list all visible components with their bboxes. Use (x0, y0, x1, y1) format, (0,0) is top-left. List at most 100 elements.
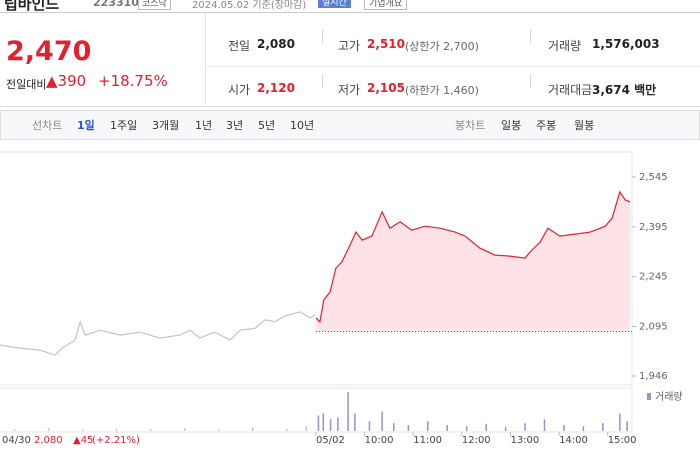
volume-bar (393, 423, 395, 431)
stat-label: 전일 (228, 39, 251, 53)
y-tick-label: 1,946 (639, 371, 668, 382)
divider (530, 74, 531, 88)
period-tab[interactable]: 5년 (258, 119, 276, 132)
period-tab[interactable]: 1주일 (110, 119, 138, 132)
volume-frame (0, 387, 633, 433)
stat-value: 3,674 백만 (592, 83, 657, 97)
summary-box (0, 12, 700, 107)
period-tab[interactable]: 3개월 (152, 119, 180, 132)
y-tick-label: 2,545 (639, 172, 668, 183)
x-tick-label: 14:00 (559, 435, 588, 446)
prev-legend: 2,080 (34, 435, 63, 446)
tab-bar (0, 110, 700, 140)
volume-bar (47, 427, 50, 431)
volume-bar (347, 392, 349, 431)
x-tick-label: 11:00 (413, 435, 442, 446)
volume-bar (582, 426, 585, 431)
volume-bar (329, 419, 332, 431)
period-tab[interactable]: 1일 (77, 119, 95, 132)
stat-value: 2,510 (367, 37, 405, 51)
period-tab[interactable]: 1년 (195, 119, 213, 132)
y-tick-label: 2,245 (639, 272, 668, 283)
stat-value: 2,120 (257, 81, 295, 95)
volume-bar (252, 427, 254, 431)
stock-name: 립바인드 (4, 0, 60, 13)
volume-bar (368, 421, 371, 431)
volume-bar (183, 428, 186, 431)
stat-label: 시가 (228, 83, 251, 97)
stat-label: 거래량 (548, 39, 582, 53)
prev-legend: ▲45 (73, 435, 93, 446)
tab-group-label: 선차트 (32, 119, 63, 132)
current-price: 2,470 (6, 36, 92, 67)
x-tick-label: 05/02 (316, 435, 345, 446)
volume-bar (381, 411, 383, 431)
change: ▲390 (46, 72, 87, 90)
stat-label: 저가 (338, 83, 361, 97)
divider (322, 74, 323, 88)
company-info-button[interactable]: 기업개요 (364, 0, 408, 10)
date: 2024.05.02 기준(장마감) (192, 0, 307, 11)
volume-bar (465, 426, 468, 431)
tab-group-label: 봉차트 (455, 119, 486, 132)
volume-legend: 거래량 (655, 391, 683, 403)
change-label: 전일대비 (6, 78, 47, 91)
volume-bar (115, 428, 118, 431)
volume-bar (81, 429, 84, 431)
candle-tab[interactable]: 월봉 (574, 119, 595, 132)
candle-tab[interactable]: 주봉 (536, 119, 557, 132)
divider (530, 30, 531, 44)
period-tab[interactable]: 10년 (290, 119, 315, 132)
price-line (315, 190, 631, 324)
x-tick-label: 12:00 (462, 435, 491, 446)
x-tick-label: 15:00 (608, 435, 637, 446)
volume-bar (317, 415, 320, 431)
volume-bar (602, 423, 604, 431)
volume-bar (543, 419, 546, 431)
volume-bar (354, 413, 356, 431)
divider (205, 66, 700, 67)
change-rate: +18.75% (98, 72, 168, 90)
stock-code: 223310 (93, 0, 139, 9)
volume-bar (427, 421, 429, 431)
volume-bar (337, 417, 339, 431)
volume-legend-swatch (647, 393, 651, 400)
stat-label: 고가 (338, 39, 361, 53)
divider (322, 30, 323, 44)
volume-bar (218, 429, 220, 431)
volume-bar (619, 413, 621, 431)
x-tick-label: 13:00 (510, 435, 539, 446)
volume-bar (524, 423, 526, 431)
volume-bar (563, 425, 565, 431)
area (316, 191, 631, 332)
realtime-button[interactable]: 실시간 (318, 0, 351, 8)
volume-bar (626, 421, 628, 431)
volume-bar (504, 427, 507, 431)
candle-tab[interactable]: 일봉 (501, 119, 522, 132)
prev-legend: (+2.21%) (92, 435, 140, 446)
volume-bar (322, 413, 325, 431)
volume-bar (305, 426, 308, 431)
stat-note: (하한가 1,460) (405, 84, 479, 97)
stat-note: (상한가 2,700) (405, 40, 479, 53)
stat-value: 2,080 (257, 37, 295, 51)
plot-frame (0, 151, 633, 386)
volume-bar (407, 425, 410, 431)
y-tick-label: 2,095 (639, 321, 668, 332)
volume-bar (446, 425, 449, 431)
stat-value: 2,105 (367, 81, 405, 95)
price-line (0, 311, 316, 356)
market-badge: 코스닥 (138, 0, 171, 10)
stat-label: 거래대금 (548, 83, 593, 97)
volume-bar (13, 429, 16, 431)
prev-legend: 04/30 (2, 435, 31, 446)
divider (205, 13, 206, 105)
volume-bar (286, 428, 288, 431)
x-tick-label: 10:00 (365, 435, 394, 446)
y-tick-label: 2,395 (639, 222, 668, 233)
period-tab[interactable]: 3년 (226, 119, 244, 132)
volume-bar (485, 423, 487, 431)
volume-bar (149, 429, 152, 431)
